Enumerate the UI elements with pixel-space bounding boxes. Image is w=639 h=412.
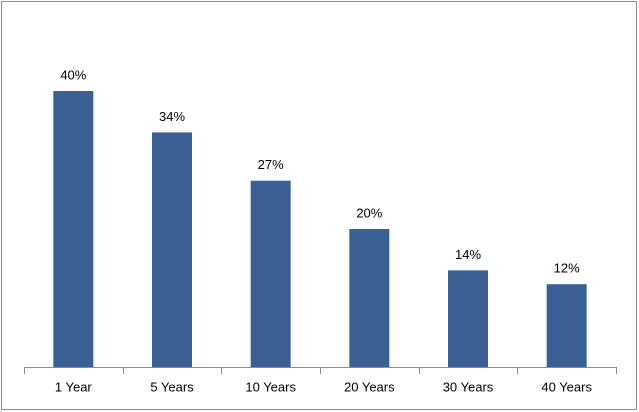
x-tick-label: 20 Years <box>344 379 395 394</box>
x-tick-label: 30 Years <box>443 379 494 394</box>
bar <box>448 270 488 367</box>
x-tick-label: 10 Years <box>245 379 296 394</box>
x-tick-label: 1 Year <box>55 379 93 394</box>
data-label: 34% <box>159 109 185 124</box>
bar <box>546 284 587 367</box>
data-label: 27% <box>258 157 284 172</box>
bar <box>53 91 94 367</box>
x-tick-label: 40 Years <box>541 379 592 394</box>
bar <box>152 132 192 367</box>
bar <box>349 229 390 367</box>
data-label: 40% <box>60 67 86 82</box>
data-label: 12% <box>554 261 580 276</box>
bar <box>250 180 291 367</box>
x-tick-label: 5 Years <box>150 379 194 394</box>
data-label: 20% <box>356 205 382 220</box>
data-label: 14% <box>455 247 481 262</box>
